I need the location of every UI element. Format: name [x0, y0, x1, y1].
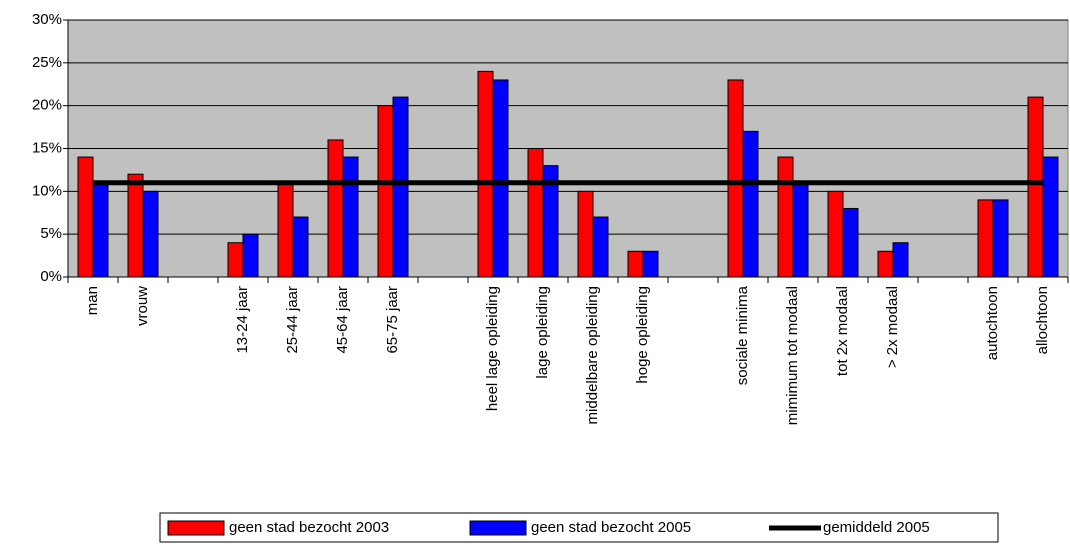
bar	[127, 173, 144, 278]
bar	[827, 190, 844, 278]
bar	[227, 242, 244, 278]
bar	[592, 216, 609, 278]
bar	[392, 96, 409, 278]
bar	[992, 199, 1009, 278]
x-tick-label: sociale minima	[734, 285, 751, 385]
bar	[277, 182, 294, 278]
bar	[92, 182, 109, 278]
x-tick-label: autochtoon	[984, 286, 1001, 360]
bar	[1042, 156, 1059, 278]
legend-box	[159, 512, 999, 543]
x-tick-label: 13-24 jaar	[234, 286, 251, 354]
bar	[777, 156, 794, 278]
y-tick-label: 15%	[32, 139, 62, 156]
bar	[792, 182, 809, 278]
x-tick-label: 25-44 jaar	[284, 286, 301, 354]
x-tick-label: mimimum tot modaal	[784, 286, 801, 425]
x-tick-label: 45-64 jaar	[334, 286, 351, 354]
legend-label: gemiddeld 2005	[823, 519, 930, 536]
x-tick-label: lage opleiding	[534, 286, 551, 379]
bar	[527, 148, 544, 278]
bar	[342, 156, 359, 278]
bar	[77, 156, 94, 278]
x-tick-label: middelbare opleiding	[584, 286, 601, 424]
x-tick-label: heel lage opleiding	[484, 286, 501, 411]
legend-label: geen stad bezocht 2003	[229, 519, 389, 536]
bar	[577, 190, 594, 278]
bar	[477, 70, 494, 278]
bar	[492, 79, 509, 278]
bar	[642, 250, 659, 278]
bar	[627, 250, 644, 278]
y-tick-label: 10%	[32, 182, 62, 199]
y-tick-label: 20%	[32, 97, 62, 114]
legend-swatch	[167, 520, 225, 536]
bar	[292, 216, 309, 278]
y-tick-label: 30%	[32, 11, 62, 28]
x-tick-label: allochtoon	[1034, 286, 1051, 354]
bar	[242, 233, 259, 278]
y-tick-label: 25%	[32, 54, 62, 71]
x-tick-label: vrouw	[134, 286, 151, 326]
bar	[1027, 96, 1044, 278]
y-tick-label: 0%	[40, 268, 62, 285]
bar	[892, 242, 909, 278]
bar	[842, 207, 859, 278]
x-tick-label: man	[84, 286, 101, 315]
bar	[742, 130, 759, 278]
x-tick-label: 65-75 jaar	[384, 286, 401, 354]
bar	[727, 79, 744, 278]
bar	[977, 199, 994, 278]
bar	[377, 105, 394, 278]
bar	[327, 139, 344, 278]
x-tick-label: > 2x modaal	[884, 286, 901, 368]
bar	[542, 165, 559, 278]
bar	[142, 190, 159, 278]
x-tick-label: hoge opleiding	[634, 286, 651, 384]
legend-label: geen stad bezocht 2005	[531, 519, 691, 536]
bar	[877, 250, 894, 278]
x-tick-label: tot 2x modaal	[834, 286, 851, 376]
legend-swatch	[469, 520, 527, 536]
y-tick-label: 5%	[40, 225, 62, 242]
